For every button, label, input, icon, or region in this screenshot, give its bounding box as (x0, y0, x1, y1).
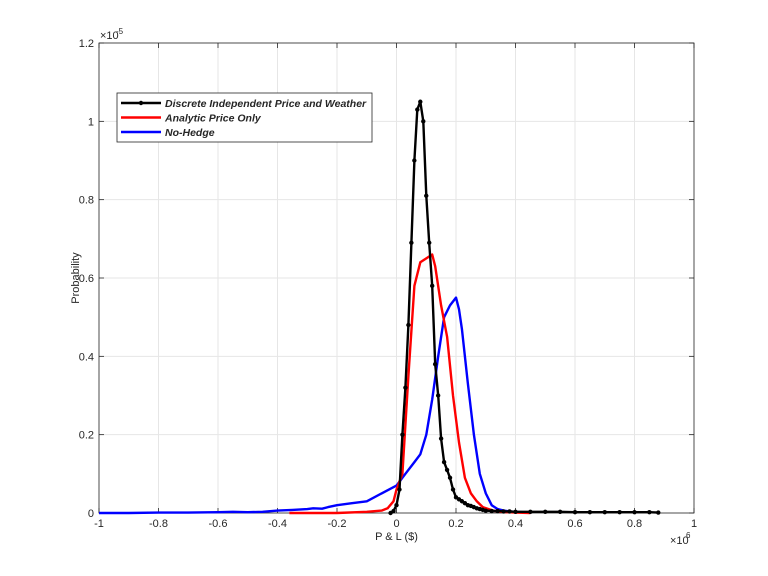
data-point (447, 475, 453, 480)
y-tick-label: 0 (88, 508, 94, 520)
data-point (418, 99, 423, 104)
legend-item-analytic-price-only: Analytic Price Only (121, 113, 262, 125)
x-tick-label: -0.2 (328, 518, 347, 530)
data-point (483, 508, 488, 513)
data-point (430, 283, 435, 289)
data-point (647, 510, 652, 515)
data-point (557, 509, 563, 515)
data-point (394, 502, 399, 508)
y-tick-label: 0.4 (79, 351, 94, 363)
data-point (409, 240, 414, 245)
y-tick-label: 0.8 (79, 195, 94, 207)
x-tick-label: 1 (691, 518, 697, 530)
x-axis-label: P & L ($) (375, 531, 418, 543)
x-tick-label: 0 (393, 518, 399, 530)
data-point (438, 436, 444, 441)
data-point (421, 119, 426, 124)
x-axis-exponent: ×10 6 (670, 531, 691, 547)
data-point (602, 510, 607, 515)
data-point (424, 193, 429, 198)
data-point (489, 508, 494, 514)
data-point (617, 510, 622, 515)
legend-label: Analytic Price Only (164, 113, 262, 125)
series-line-analytic-price-only (289, 253, 531, 515)
data-point (501, 509, 506, 514)
data-point (406, 322, 411, 328)
x-tick-label: -0.8 (149, 518, 168, 530)
data-point (513, 509, 518, 515)
data-point (403, 385, 408, 390)
data-point (656, 510, 661, 515)
data-point (427, 240, 432, 245)
svg-text:6: 6 (686, 531, 691, 540)
data-point (391, 508, 396, 514)
legend-label: Discrete Independent Price and Weather (165, 98, 367, 110)
x-tick-label: -1 (94, 518, 104, 530)
data-point (397, 487, 402, 492)
x-tick-label: 0.8 (627, 518, 642, 530)
y-tick-label: 1 (88, 116, 94, 128)
y-tick-label: 0.6 (79, 273, 94, 285)
y-axis-exponent: ×10 -5 (100, 27, 124, 42)
data-point (587, 510, 593, 515)
data-point (415, 107, 420, 112)
y-tick-label: 0.2 (79, 430, 94, 442)
legend: Discrete Independent Price and Weather An… (116, 92, 373, 143)
legend-marker (138, 100, 144, 106)
data-point (400, 432, 405, 437)
legend-item-no-hedge: No-Hedge (121, 127, 215, 139)
data-point (528, 509, 533, 515)
data-point (632, 510, 637, 515)
data-point (495, 508, 500, 514)
x-tick-label: -0.4 (268, 518, 287, 530)
y-axis-ticks: 0 0.2 0.4 0.6 0.8 1 1.2 (79, 38, 694, 520)
x-axis-ticks: -1 -0.8 -0.6 -0.4 -0.2 0 0.2 0.4 0.6 0.8 1 (94, 43, 697, 530)
y-axis-label: Probability (70, 252, 82, 304)
svg-text:×10: ×10 (100, 30, 119, 42)
data-point (444, 467, 450, 473)
data-point (432, 361, 438, 367)
data-point (435, 393, 441, 398)
data-point (572, 510, 578, 515)
data-point (543, 509, 548, 515)
series-layer (99, 99, 661, 516)
y-tick-label: 1.2 (79, 38, 94, 50)
data-point (412, 158, 417, 163)
x-tick-label: -0.6 (209, 518, 228, 530)
svg-text:×10: ×10 (670, 535, 689, 547)
legend-label: No-Hedge (165, 127, 215, 139)
data-point (441, 459, 447, 465)
data-point (450, 487, 456, 492)
series-line-no-hedge (99, 296, 531, 515)
data-point (507, 509, 512, 514)
x-tick-label: 0.2 (448, 518, 463, 530)
legend-item-discrete-independent-price-and-weather: Discrete Independent Price and Weather (121, 98, 367, 110)
svg-text:-5: -5 (116, 27, 124, 36)
x-tick-label: 0.4 (508, 518, 523, 530)
x-tick-label: 0.6 (567, 518, 582, 530)
